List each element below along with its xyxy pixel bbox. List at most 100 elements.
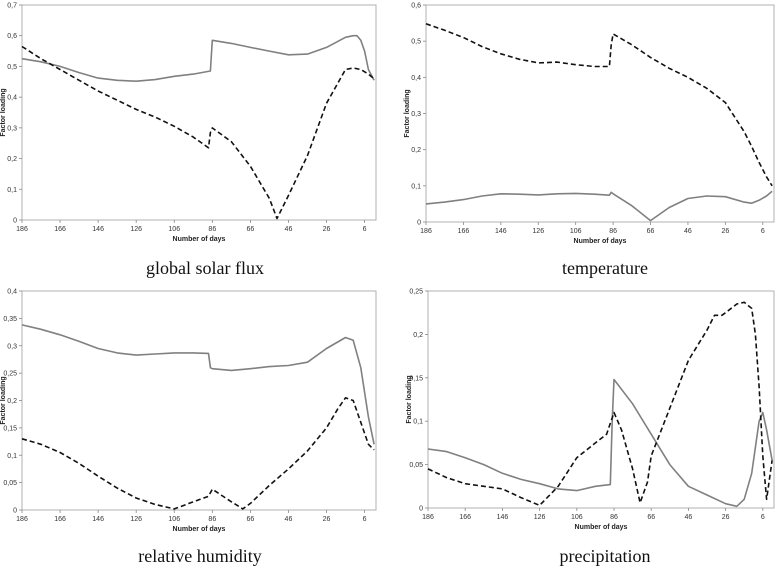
y-tick-label: 0	[417, 220, 421, 227]
x-tick-label: 6	[761, 514, 765, 521]
plot-frame	[427, 290, 775, 509]
x-tick-label: 26	[722, 514, 730, 521]
y-tick-label: 0,05	[3, 480, 17, 487]
y-tick-label: 0,35	[3, 316, 17, 323]
x-tick-label: 186	[420, 228, 432, 235]
chart-svg: 0 0,1 0,2 0,3 0,4 0,5 0,6 0,7 186 166 146 126 106 86 6…	[0, 3, 377, 243]
y-tick-label: 0,6	[411, 3, 421, 10]
x-tick-label: 46	[685, 514, 693, 521]
y-tick-label: 0	[419, 506, 423, 513]
x-tick-label: 126	[130, 516, 142, 523]
y-tick-label: 0,2	[7, 156, 17, 163]
x-tick-label: 126	[534, 514, 546, 521]
chart-caption: precipitation	[559, 546, 651, 566]
series-line-dashed	[425, 23, 773, 187]
y-axis-label: Factor loading	[0, 376, 7, 424]
y-tick-label: 0,3	[7, 125, 17, 132]
chart-svg: 0 0,05 0,1 0,15 0,2 0,25 0,3 0,35 0,4 186 166 146 12…	[0, 289, 377, 533]
x-tick-label: 46	[285, 516, 293, 523]
series-line-dashed	[21, 45, 375, 220]
y-tick-label: 0,6	[7, 33, 17, 40]
y-tick-label: 0,4	[7, 289, 17, 296]
y-tick-label: 0,1	[411, 183, 421, 190]
y-tick-label: 0,05	[409, 462, 423, 469]
chart-panel-temperature: 0 0,1 0,2 0,3 0,4 0,5 0,6 186 166 146 126 106 86 66 46…	[395, 0, 778, 280]
chart-svg: 0 0,1 0,2 0,3 0,4 0,5 0,6 186 166 146 126 106 86 66 46…	[404, 3, 775, 245]
y-tick-label: 0,5	[7, 64, 17, 71]
y-tick-label: 0,25	[3, 371, 17, 378]
y-axis-label: Factor loading	[0, 88, 7, 136]
y-tick-label: 0,5	[411, 39, 421, 46]
series-line-dashed	[427, 301, 773, 507]
x-tick-label: 126	[532, 228, 544, 235]
y-tick-label: 0,15	[409, 375, 423, 382]
chart-panel-precipitation: 0 0,05 0,1 0,15 0,2 0,25 186 166 146 126 106 86 66 46…	[395, 283, 778, 567]
x-tick-label: 26	[323, 516, 331, 523]
series-line-solid	[21, 324, 375, 445]
chart-panel-humidity: 0 0,05 0,1 0,15 0,2 0,25 0,3 0,35 0,4 186 166 146 12…	[0, 283, 395, 567]
x-tick-label: 186	[16, 226, 28, 233]
x-tick-label: 106	[168, 516, 180, 523]
x-tick-label: 166	[54, 516, 66, 523]
y-tick-label: 0	[13, 218, 17, 225]
y-tick-label: 0	[13, 508, 17, 515]
x-tick-label: 106	[571, 514, 583, 521]
x-tick-label: 6	[363, 226, 367, 233]
plot-frame	[21, 290, 377, 511]
x-tick-label: 126	[130, 226, 142, 233]
series-line-solid	[427, 378, 773, 508]
chart-caption: relative humidity	[138, 546, 262, 566]
x-tick-label: 186	[422, 514, 434, 521]
x-tick-label: 6	[363, 516, 367, 523]
y-axis-label: Factor loading	[404, 89, 411, 137]
x-tick-label: 66	[246, 226, 254, 233]
x-axis-label: Number of days	[173, 526, 226, 533]
y-axis-label: Factor loading	[406, 375, 413, 423]
x-tick-label: 86	[610, 514, 618, 521]
x-tick-label: 106	[570, 228, 582, 235]
x-tick-label: 26	[323, 226, 331, 233]
x-tick-label: 86	[208, 226, 216, 233]
chart-panel-solar: 0 0,1 0,2 0,3 0,4 0,5 0,6 0,7 186 166 146 126 106 86 6…	[0, 0, 395, 280]
y-tick-label: 0,4	[7, 95, 17, 102]
x-tick-label: 26	[721, 228, 729, 235]
x-tick-label: 86	[609, 228, 617, 235]
chart-svg: 0 0,05 0,1 0,15 0,2 0,25 186 166 146 126 106 86 66 46…	[406, 289, 775, 531]
y-tick-label: 0,1	[7, 187, 17, 194]
x-tick-label: 146	[495, 228, 507, 235]
x-tick-label: 6	[761, 228, 765, 235]
chart-caption: temperature	[562, 258, 648, 278]
y-tick-label: 0,2	[7, 398, 17, 405]
y-tick-label: 0,3	[411, 111, 421, 118]
y-tick-label: 0,1	[7, 453, 17, 460]
x-tick-label: 66	[647, 228, 655, 235]
plot-frame	[425, 4, 775, 223]
y-tick-label: 0,2	[413, 332, 423, 339]
x-tick-label: 106	[168, 226, 180, 233]
x-tick-label: 146	[92, 226, 104, 233]
y-tick-label: 0,1	[413, 419, 423, 426]
x-tick-label: 46	[684, 228, 692, 235]
x-tick-label: 166	[459, 514, 471, 521]
x-axis-label: Number of days	[173, 236, 226, 243]
x-tick-label: 146	[92, 516, 104, 523]
y-tick-label: 0,7	[7, 3, 17, 10]
y-tick-label: 0,3	[7, 343, 17, 350]
series-line-solid	[21, 34, 375, 82]
x-axis-label: Number of days	[575, 524, 628, 531]
y-tick-label: 0,25	[409, 289, 423, 296]
y-tick-label: 0,15	[3, 425, 17, 432]
y-tick-label: 0,4	[411, 75, 421, 82]
plot-frame	[21, 4, 377, 221]
chart-caption: global solar flux	[146, 258, 264, 278]
x-tick-label: 66	[246, 516, 254, 523]
x-axis-label: Number of days	[574, 238, 627, 245]
x-tick-label: 166	[458, 228, 470, 235]
y-tick-label: 0,2	[411, 147, 421, 154]
series-line-dashed	[21, 397, 375, 510]
x-tick-label: 166	[54, 226, 66, 233]
x-tick-label: 46	[285, 226, 293, 233]
x-tick-label: 86	[208, 516, 216, 523]
series-line-solid	[425, 190, 773, 222]
x-tick-label: 66	[647, 514, 655, 521]
